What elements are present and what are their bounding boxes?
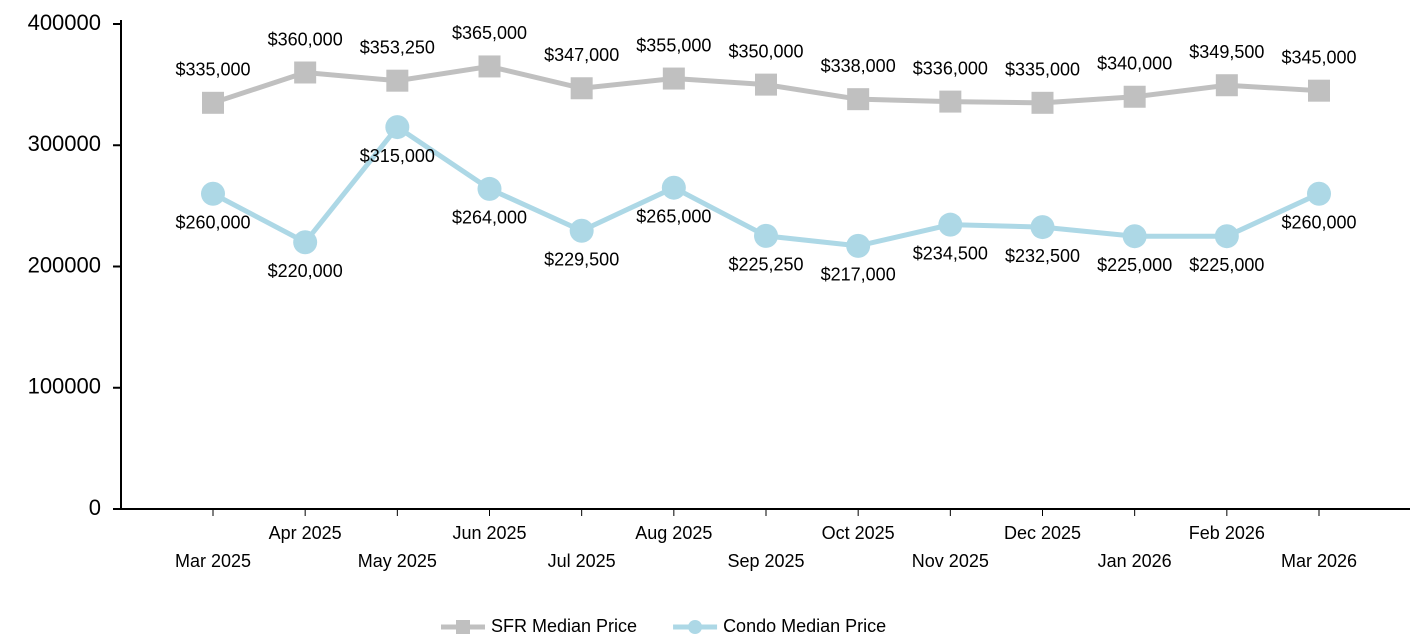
data-label: $350,000	[728, 41, 803, 61]
data-label: $345,000	[1281, 47, 1356, 67]
y-tick-label: 400000	[28, 10, 101, 35]
data-label: $260,000	[175, 213, 250, 233]
data-label: $338,000	[821, 56, 896, 76]
data-label: $217,000	[821, 265, 896, 285]
data-label: $264,000	[452, 208, 527, 228]
marker	[847, 88, 870, 111]
marker	[938, 212, 963, 237]
x-tick-label: Nov 2025	[912, 551, 989, 571]
marker	[293, 230, 318, 255]
data-label: $349,500	[1189, 42, 1264, 62]
marker	[570, 77, 593, 100]
marker	[939, 90, 962, 113]
data-label: $220,000	[268, 261, 343, 281]
legend-marker	[688, 620, 703, 634]
legend-label: SFR Median Price	[491, 616, 637, 636]
marker	[294, 61, 317, 84]
x-tick-label: Jul 2025	[548, 551, 616, 571]
data-label: $225,000	[1189, 255, 1264, 275]
data-label: $355,000	[636, 35, 711, 55]
x-tick-label: Mar 2025	[175, 551, 251, 571]
marker	[755, 73, 777, 96]
x-tick-label: Oct 2025	[822, 523, 895, 543]
data-label: $234,500	[913, 243, 988, 263]
marker	[1030, 215, 1055, 240]
x-tick-label: Feb 2026	[1189, 523, 1265, 543]
x-tick-label: Jun 2025	[452, 523, 526, 543]
data-label: $353,250	[360, 37, 435, 57]
data-label: $260,000	[1281, 213, 1356, 233]
x-tick-label: Dec 2025	[1004, 523, 1081, 543]
data-label: $265,000	[636, 206, 711, 226]
marker	[202, 91, 224, 114]
marker	[478, 55, 501, 78]
marker	[1122, 224, 1147, 249]
data-label: $229,500	[544, 249, 619, 269]
marker	[201, 181, 225, 206]
data-label: $360,000	[268, 29, 343, 49]
data-label: $225,250	[728, 255, 803, 275]
data-label: $347,000	[544, 45, 619, 65]
marker	[846, 233, 871, 258]
marker	[1307, 181, 1331, 206]
data-label: $225,000	[1097, 255, 1172, 275]
legend-marker	[456, 620, 470, 634]
data-label: $232,500	[1005, 246, 1080, 266]
y-tick-label: 0	[89, 495, 101, 520]
data-label: $315,000	[360, 146, 435, 166]
marker	[477, 176, 502, 201]
marker	[1214, 224, 1239, 249]
data-label: $340,000	[1097, 54, 1172, 74]
x-tick-label: Aug 2025	[635, 523, 712, 543]
data-label: $365,000	[452, 23, 527, 43]
x-tick-label: Sep 2025	[727, 551, 804, 571]
data-label: $335,000	[175, 60, 250, 80]
marker	[1308, 79, 1330, 102]
y-tick-label: 200000	[28, 252, 101, 277]
marker	[386, 69, 409, 92]
y-tick-label: 100000	[28, 374, 101, 399]
marker	[385, 115, 410, 140]
x-tick-label: Jan 2026	[1098, 551, 1172, 571]
data-label: $336,000	[913, 58, 988, 78]
marker	[569, 218, 594, 243]
marker	[1031, 91, 1054, 114]
marker	[662, 67, 685, 90]
legend-label: Condo Median Price	[723, 616, 886, 636]
marker	[754, 223, 778, 248]
marker	[661, 175, 686, 200]
marker	[1215, 74, 1238, 97]
data-label: $335,000	[1005, 60, 1080, 80]
x-tick-label: May 2025	[358, 551, 437, 571]
x-tick-label: Apr 2025	[269, 523, 342, 543]
y-tick-label: 300000	[28, 131, 101, 156]
marker	[1123, 85, 1146, 108]
x-tick-label: Mar 2026	[1281, 551, 1357, 571]
